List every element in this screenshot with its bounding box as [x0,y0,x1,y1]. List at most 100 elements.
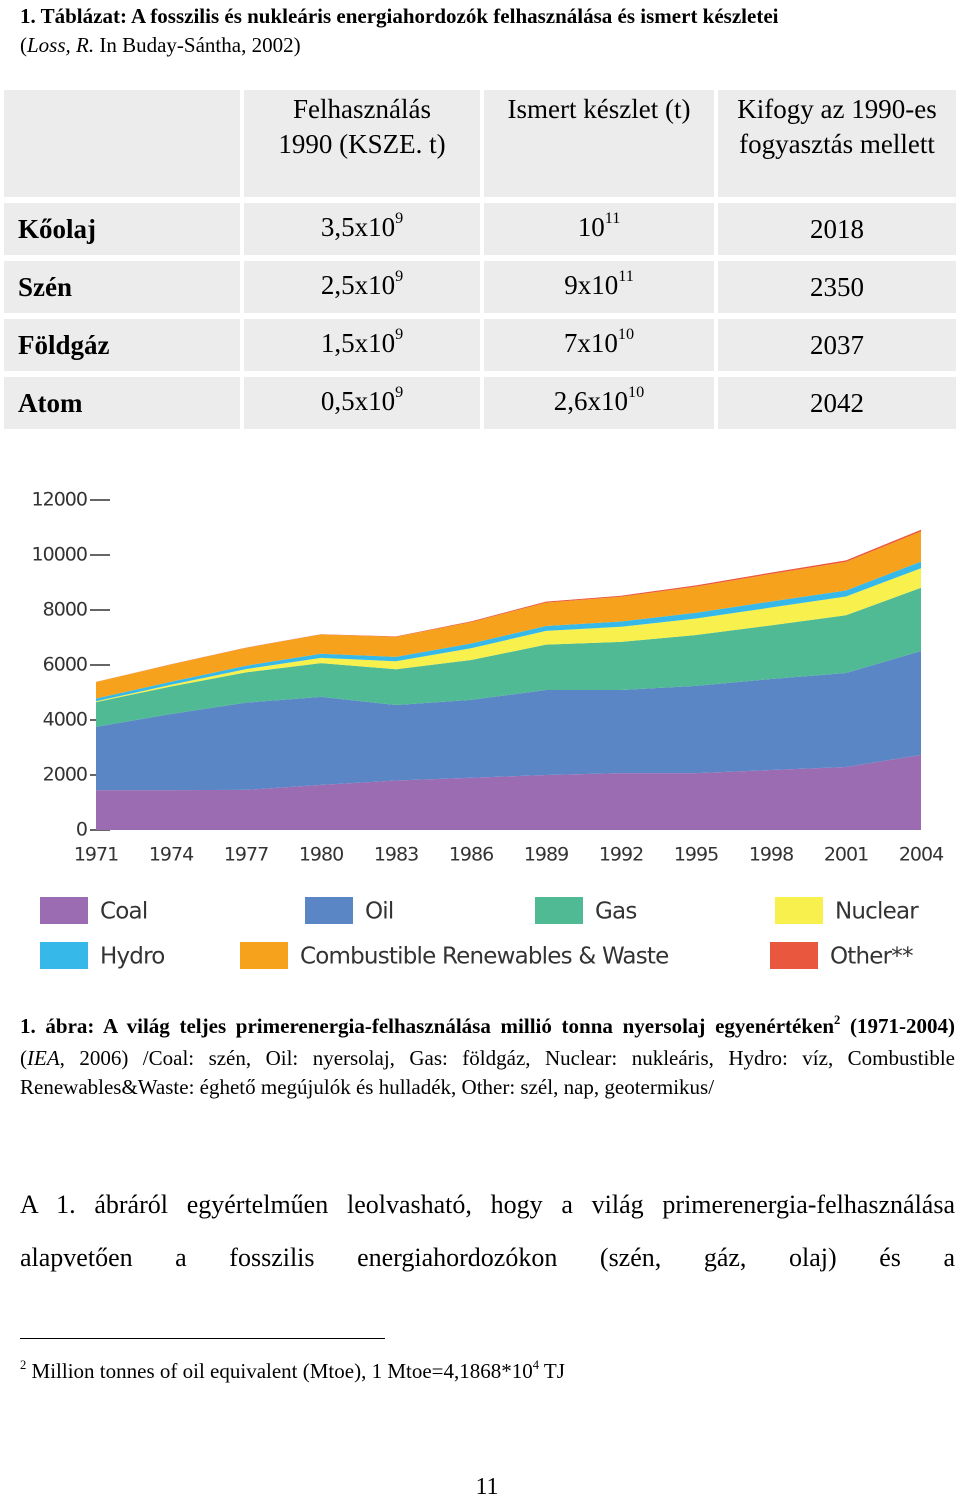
x-tick-label: 2004 [899,844,944,866]
table-cell: 2,6x1010 [484,377,714,429]
row-label: Kőolaj [4,203,240,255]
header-cell: Kifogy az 1990-es fogyasztás mellett [718,90,956,197]
cell-exponent: 10 [617,325,635,344]
legend-label: Other** [830,944,913,970]
header-cell: Ismert készlet (t) [484,90,714,197]
x-tick-label: 1977 [224,844,268,866]
legend-label: Hydro [100,944,165,970]
footnote-separator [20,1338,385,1339]
cell-text: 2350 [810,271,864,302]
y-tick-label: 4000 [43,709,87,731]
legend-label: Gas [595,899,637,925]
footnote-mark: 2 [20,1357,27,1372]
table-cell: 9x1011 [484,261,714,313]
cell-base: 7x10 [563,327,618,358]
caption-source-open: ( [20,1046,27,1070]
cell-exponent: 10 [628,383,645,402]
table-title: 1. Táblázat: A fosszilis és nukleáris en… [20,2,950,60]
cell-base: 3,5x10 [320,211,396,242]
legend-swatch [40,897,88,924]
table-cell: 3,5x109 [244,203,480,255]
table-cell: 2037 [718,319,956,371]
header-text: Ismert készlet (t) [507,94,691,124]
x-tick-label: 1986 [449,844,493,866]
area [96,650,921,791]
table-row: Kőolaj 3,5x109 1011 2018 [4,203,956,255]
footnote-unit: TJ [539,1359,565,1383]
y-tick-label: 8000 [43,599,87,621]
table-row: Atom 0,5x109 2,6x1010 2042 [4,377,956,429]
footnote-exp: 4 [532,1357,540,1372]
cell-base: 10 [577,211,605,242]
cell-exponent: 9 [395,325,404,344]
x-tick-label: 2001 [824,844,868,866]
cell-base: 1,5x10 [320,327,396,358]
cell-exponent: 11 [604,209,621,228]
x-tick-label: 1980 [299,844,343,866]
caption-source-author: IEA [27,1046,60,1070]
caption-period: (1971-2004) [840,1014,956,1038]
table-cell: 1,5x109 [244,319,480,371]
y-tick-label: 6000 [43,654,87,676]
cell-base: 0,5x10 [320,385,396,416]
title-text: 1. Táblázat: A fosszilis és nukleáris en… [20,4,779,28]
area [96,531,921,699]
y-tick-label: 2000 [43,764,87,786]
x-tick-label: 1971 [74,844,118,866]
caption-label: 1. ábra: A világ teljes primerenergia-fe… [20,1014,835,1038]
x-tick-label: 1992 [599,844,643,866]
figure-caption: 1. ábra: A világ teljes primerenergia-fe… [20,1012,955,1102]
y-tick-label: 10000 [32,544,87,566]
area [96,587,921,727]
area [96,754,921,830]
header-text: Felhasználás 1990 (KSZE. t) [278,94,446,159]
row-label: Földgáz [4,319,240,371]
x-tick-label: 1974 [149,844,194,866]
y-tick-label: 12000 [32,489,87,511]
caption-note-ref: 2 [834,1012,841,1027]
legend-swatch [240,942,288,969]
source-author: Loss, R. [27,33,95,57]
chart: 0 2000 4000 6000 8000 10000 12000 1971 1974 1977 1… [32,489,946,970]
cell-exponent: 9 [395,267,404,286]
cell-base: 2,5x10 [320,269,396,300]
cell-exponent: 9 [395,209,404,228]
header-cell: Felhasználás 1990 (KSZE. t) [244,90,480,197]
source-rest: In Buday-Sántha, 2002) [94,33,301,57]
legend-label: Coal [100,899,147,925]
table-cell: 2042 [718,377,956,429]
table-cell: 7x1010 [484,319,714,371]
cell-text: 2042 [810,387,864,418]
table-cell: 1011 [484,203,714,255]
table-cell: 2,5x109 [244,261,480,313]
legend-label: Combustible Renewables & Waste [300,944,668,970]
legend-swatch [770,942,818,969]
y-tick-label: 0 [76,819,87,841]
header-text: Kifogy az 1990-es fogyasztás mellett [737,94,937,159]
caption-text: , 2006) /Coal: szén, Oil: nyersolaj, Gas… [20,1046,955,1099]
x-tick-label: 1998 [749,844,793,866]
legend-label: Nuclear [835,899,919,925]
cell-exponent: 9 [395,383,404,402]
footnote: 2 Million tonnes of oil equivalent (Mtoe… [20,1356,565,1389]
cell-exponent: 11 [618,267,634,286]
table-cell: 0,5x109 [244,377,480,429]
x-tick-label: 1995 [674,844,718,866]
x-tick-label: 1989 [524,844,568,866]
legend-swatch [40,942,88,969]
legend-swatch [305,897,353,924]
table: Felhasználás 1990 (KSZE. t) Ismert készle… [0,84,960,435]
source-open: ( [20,33,27,57]
table-row: Szén 2,5x109 9x1011 2350 [4,261,956,313]
footnote-text: Million tonnes of oil equivalent (Mtoe),… [26,1359,533,1383]
paragraph: A 1. ábráról egyértelműen leolvasható, h… [20,1190,955,1272]
header-row: Felhasználás 1990 (KSZE. t) Ismert készle… [4,90,956,197]
cell-text: 2037 [810,329,864,360]
legend-label: Oil [365,899,393,925]
x-tick-label: 1983 [374,844,418,866]
table-row: Földgáz 1,5x109 7x1010 2037 [4,319,956,371]
table-cell: 2018 [718,203,956,255]
cell-base: 9x10 [564,269,619,300]
table-cell: 2350 [718,261,956,313]
row-label: Atom [4,377,240,429]
